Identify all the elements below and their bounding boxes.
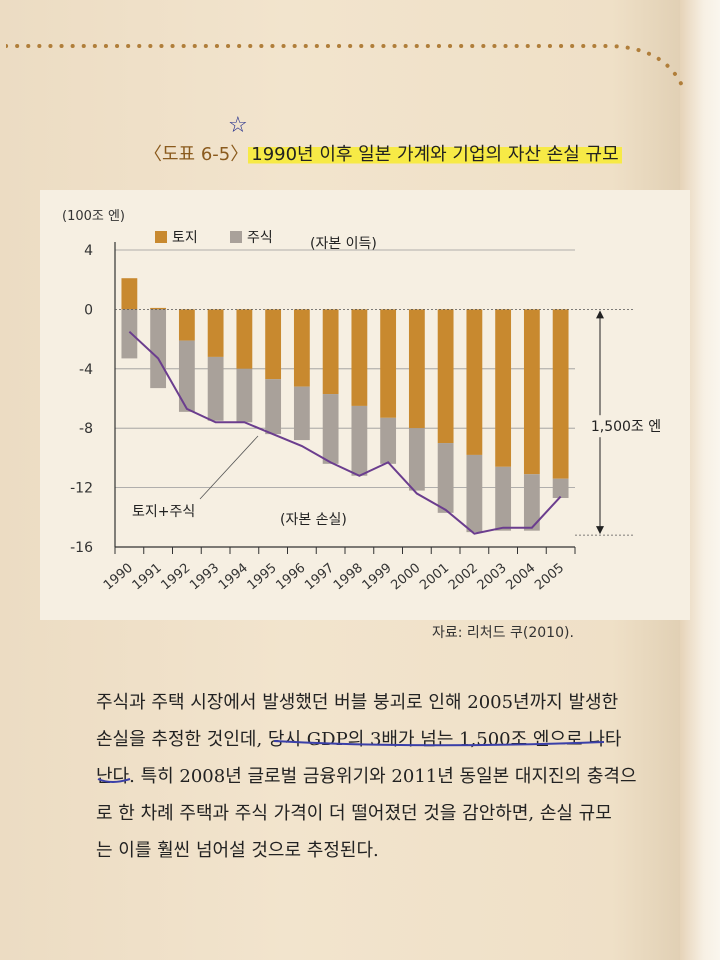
- figure-title: 1990년 이후 일본 가계와 기업의 자산 손실 규모: [248, 144, 622, 165]
- land-bar: [121, 278, 138, 310]
- x-tick-label: 1993: [187, 561, 222, 594]
- stock-bar: [178, 340, 195, 412]
- land-bar: [466, 309, 483, 455]
- x-tick-label: 2004: [503, 561, 538, 594]
- x-tick-label: 1997: [302, 561, 337, 594]
- bracket-arrow-top: [596, 310, 604, 319]
- land-bar: [150, 307, 167, 310]
- land-bar: [380, 309, 397, 418]
- y-tick-label: -12: [70, 481, 93, 497]
- land-bar: [207, 309, 224, 357]
- y-tick-label: -16: [70, 540, 93, 556]
- x-tick-label: 1995: [245, 561, 280, 594]
- figure-caption: 〈도표 6-5〉 1990년 이후 일본 가계와 기업의 자산 손실 규모: [144, 140, 622, 166]
- stock-bar: [121, 309, 138, 359]
- leader-line: [199, 435, 259, 500]
- paragraph-line: 주식과 주택 시장에서 발생했던 버블 붕괴로 인해 2005년까지 발생한: [96, 692, 619, 713]
- figure-number: 〈도표 6-5〉: [144, 144, 249, 165]
- stock-bar: [408, 428, 425, 491]
- paragraph-line: 난다. 특히 2008년 글로벌 금융위기와 2011년 동일본 대지진의 충격…: [96, 766, 637, 787]
- land-bar: [322, 309, 339, 395]
- land-bar: [351, 309, 368, 406]
- y-tick-label: -4: [79, 362, 93, 378]
- stock-bar: [523, 474, 540, 531]
- stock-bar: [265, 379, 282, 435]
- land-bar: [495, 309, 512, 467]
- legend-label-land: 토지: [172, 230, 198, 246]
- bracket-arrow-bottom: [596, 526, 604, 535]
- y-tick-label: 4: [84, 243, 93, 259]
- x-tick-label: 2000: [388, 561, 423, 594]
- land-bar: [236, 309, 253, 369]
- dotted-divider: [6, 44, 686, 92]
- x-tick-label: 1994: [216, 561, 251, 594]
- x-tick-label: 1991: [130, 561, 165, 594]
- stock-bar: [293, 386, 310, 441]
- stock-bar: [495, 466, 512, 531]
- stock-bar: [236, 368, 253, 423]
- bracket-label: 1,500조 엔: [591, 419, 661, 435]
- x-tick-label: 1990: [101, 561, 136, 594]
- paragraph-line: 로 한 차례 주택과 주식 가격이 더 떨어졌던 것을 감안하면, 손실 규모: [96, 803, 612, 824]
- body-paragraph: 주식과 주택 시장에서 발생했던 버블 붕괴로 인해 2005년까지 발생한 손…: [96, 684, 637, 869]
- line-series-label: 토지+주식: [132, 504, 195, 520]
- x-tick-label: 1992: [158, 561, 193, 594]
- x-tick-label: 1999: [360, 561, 395, 594]
- x-tick-label: 1996: [273, 561, 308, 594]
- paragraph-line: 는 이를 훨씬 넘어설 것으로 추정된다.: [96, 840, 379, 861]
- asset-loss-chart: (100조 엔) 40-4-8-12-161990199119921993199…: [62, 209, 676, 594]
- x-tick-label: 2005: [532, 561, 567, 594]
- stock-bar: [437, 443, 454, 513]
- legend-label-stock: 주식: [247, 230, 273, 246]
- land-bar: [552, 309, 569, 479]
- stock-bar: [466, 454, 483, 533]
- land-bar: [293, 309, 310, 387]
- star-mark-icon: ☆: [228, 113, 248, 138]
- chart-panel: (100조 엔) 4 0 -4 -8 -12 -16 1990 1991 1992 1993 199…: [40, 190, 690, 620]
- bracket-label-bg: [576, 415, 676, 438]
- legend-swatch-stock: [230, 231, 242, 243]
- capital-gain-label: (자본 이득): [310, 236, 377, 252]
- x-tick-label: 2001: [417, 561, 452, 594]
- y-tick-label: -8: [79, 421, 93, 437]
- source-note: 자료: 리처드 쿠(2010).: [432, 625, 574, 641]
- stock-bar: [380, 417, 397, 464]
- land-bar: [178, 309, 195, 341]
- stock-bar: [552, 478, 569, 498]
- land-bar: [523, 309, 540, 475]
- stock-bar: [150, 309, 167, 389]
- x-tick-label: 1998: [331, 561, 366, 594]
- capital-loss-label: (자본 손실): [280, 512, 347, 528]
- total-line: [128, 330, 562, 535]
- land-bar: [437, 309, 454, 444]
- x-tick-label: 2003: [475, 561, 510, 594]
- paragraph-line: 손실을 추정한 것인데, 당시 GDP의 3배가 넘는 1,500조 엔으로 나…: [96, 729, 622, 750]
- stock-bar: [351, 405, 368, 476]
- y-axis-unit: (100조 엔): [62, 209, 125, 224]
- stock-bar: [207, 356, 224, 421]
- y-tick-label: 0: [84, 302, 93, 318]
- land-bar: [265, 309, 282, 380]
- stock-bar: [322, 394, 339, 464]
- x-tick-label: 2002: [446, 561, 481, 594]
- land-bar: [408, 309, 425, 429]
- legend-swatch-land: [155, 231, 167, 243]
